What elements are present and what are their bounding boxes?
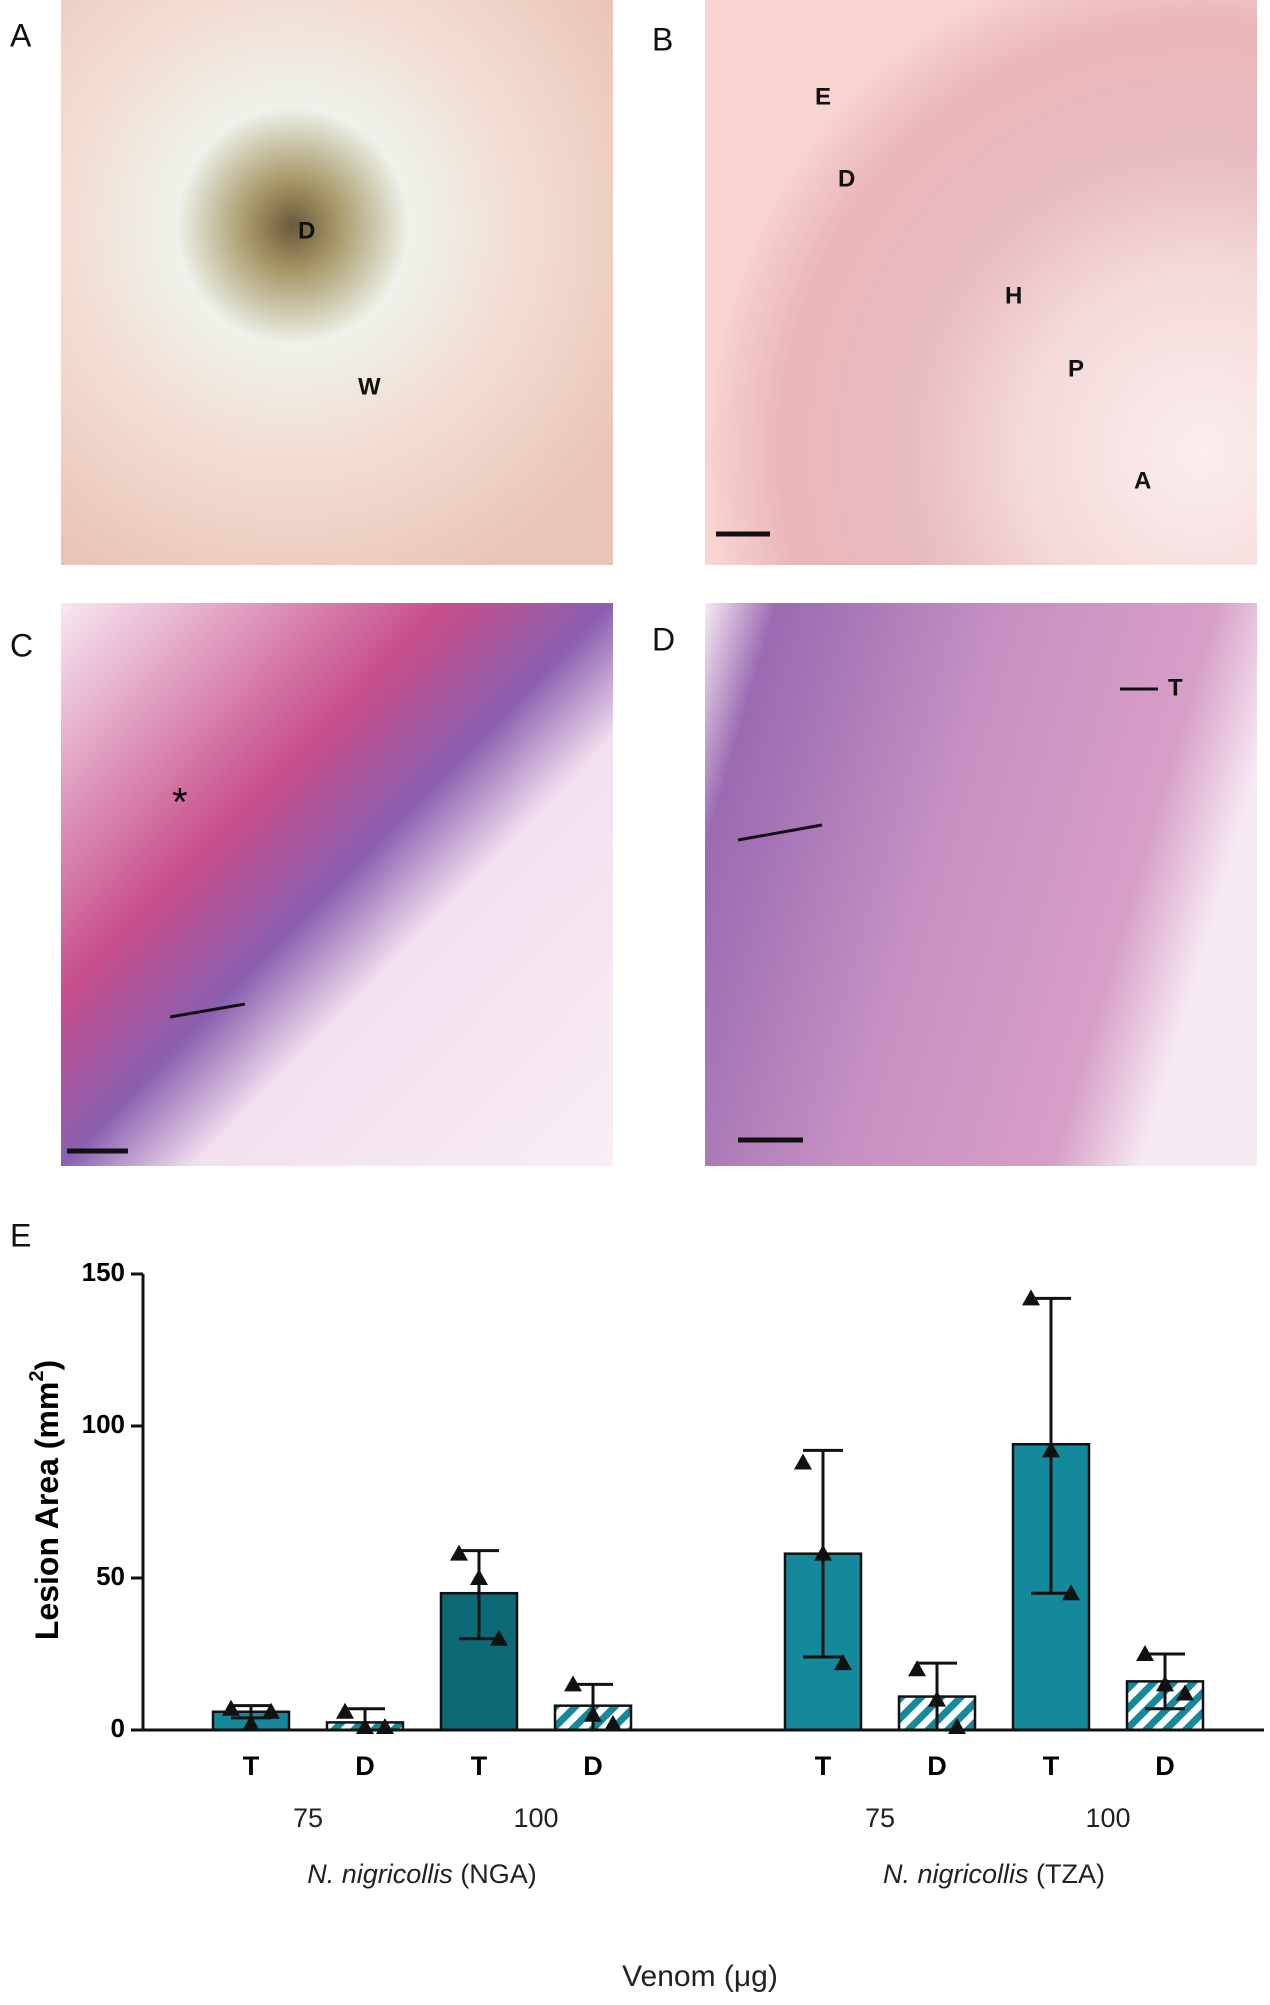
- data-point: [1042, 1441, 1060, 1458]
- panel-label: B: [652, 21, 673, 57]
- x-tick-label: D: [583, 1751, 603, 1781]
- group-label: N. nigricollis (NGA): [307, 1859, 537, 1889]
- y-tick-label: 50: [96, 1561, 125, 1591]
- chart: 0 50 100 150 T D T D T D T D 75 100 75 100 N. nigricolli…: [26, 1257, 1264, 1993]
- y-label-end: ): [29, 1360, 65, 1371]
- panel-c: *: [61, 603, 613, 1166]
- dose-label: 100: [1085, 1803, 1130, 1833]
- data-point: [1136, 1645, 1154, 1661]
- x-tick-label: D: [355, 1751, 375, 1781]
- x-axis-title: Venom (μg): [622, 1960, 778, 1993]
- x-tick-label: D: [927, 1751, 947, 1781]
- x-tick-label: T: [815, 1751, 832, 1781]
- y-axis-title: Lesion Area (mm2): [26, 1360, 65, 1640]
- x-tick-label: T: [471, 1751, 488, 1781]
- dose-label: 75: [865, 1803, 895, 1833]
- data-point: [564, 1675, 582, 1692]
- data-point: [584, 1705, 602, 1722]
- annotation: P: [1068, 355, 1084, 382]
- annotation: W: [358, 373, 381, 400]
- data-point: [1176, 1684, 1194, 1701]
- data-point: [1156, 1675, 1174, 1692]
- y-tick-label: 0: [111, 1713, 125, 1743]
- annotation: E: [815, 83, 831, 110]
- arrow: [737, 823, 823, 842]
- group-label: N. nigricollis (TZA): [883, 1859, 1105, 1889]
- species: N. nigricollis: [307, 1859, 453, 1889]
- x-tick-label: D: [1155, 1751, 1175, 1781]
- annotation: D: [298, 217, 315, 244]
- data-point: [794, 1453, 812, 1470]
- annotation: A: [1134, 467, 1151, 494]
- y-label-sup: 2: [26, 1371, 48, 1382]
- x-tick-label: T: [243, 1751, 260, 1781]
- species: N. nigricollis: [883, 1859, 1029, 1889]
- panel-b: E D H P A: [705, 0, 1257, 565]
- source: (TZA): [1036, 1859, 1105, 1889]
- data-point: [908, 1660, 926, 1677]
- annotation: *: [172, 781, 188, 825]
- data-point: [242, 1714, 260, 1731]
- data-point: [834, 1654, 852, 1671]
- data-point: [928, 1690, 946, 1707]
- dose-label: 75: [293, 1803, 323, 1833]
- photo: [705, 0, 1257, 565]
- panel-d: T: [705, 603, 1257, 1166]
- panel-label: A: [10, 17, 32, 53]
- y-tick-label: 150: [82, 1257, 125, 1287]
- data-point: [604, 1714, 622, 1731]
- photo: [61, 603, 613, 1166]
- data-point: [814, 1544, 832, 1561]
- photo: [61, 0, 613, 565]
- annotation: D: [838, 165, 855, 192]
- dose-label: 100: [513, 1803, 558, 1833]
- source: (NGA): [460, 1859, 537, 1889]
- y-label: Lesion Area (mm: [29, 1382, 65, 1640]
- data-point: [450, 1544, 468, 1561]
- data-point: [262, 1702, 280, 1719]
- annotation: H: [1005, 282, 1022, 309]
- panel-label: C: [10, 627, 33, 663]
- arrow: [169, 1002, 246, 1019]
- data-point: [490, 1629, 508, 1646]
- x-tick-label: T: [1043, 1751, 1060, 1781]
- data-point: [222, 1699, 240, 1716]
- photo: [705, 603, 1257, 1166]
- data-point: [1022, 1289, 1040, 1306]
- y-tick-label: 100: [82, 1409, 125, 1439]
- annotation: T: [1168, 674, 1183, 701]
- panel-label: E: [10, 1217, 31, 1253]
- panel-a: D W: [61, 0, 613, 565]
- data-point: [1062, 1584, 1080, 1601]
- panel-label: D: [652, 621, 675, 657]
- data-point: [470, 1569, 488, 1585]
- data-point: [336, 1702, 354, 1719]
